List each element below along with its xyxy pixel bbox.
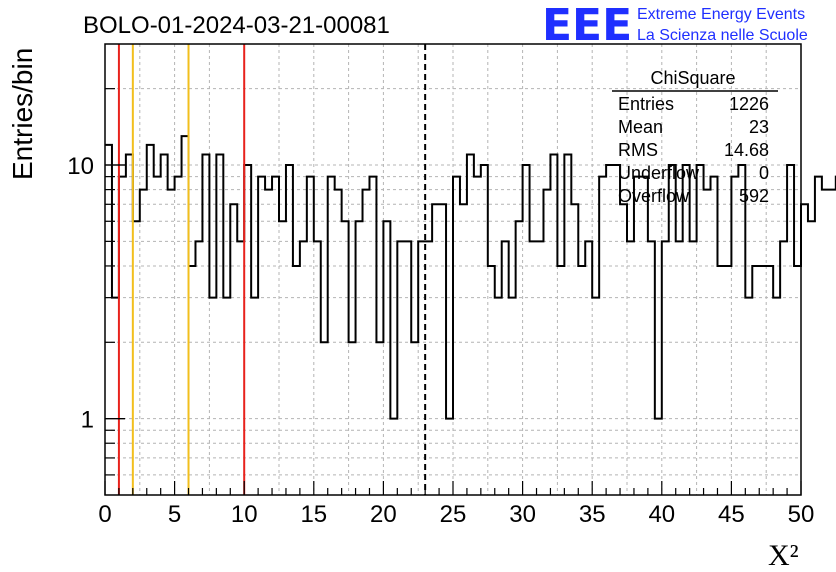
x-axis-title: X² (768, 539, 799, 572)
x-tick-label: 50 (788, 501, 815, 528)
x-tick-label: 40 (648, 501, 675, 528)
y-tick-label: 1 (81, 407, 94, 434)
stats-value-entries: 1226 (729, 94, 769, 114)
eee-logo: EEE Extreme Energy Events La Scienza nel… (542, 0, 808, 51)
stats-box: ChiSquare Entries 1226 Mean 23 RMS 14.68… (612, 68, 778, 206)
stats-label-overflow: Overflow (618, 186, 690, 206)
stats-value-overflow: 592 (739, 186, 769, 206)
x-tick-label: 0 (98, 501, 111, 528)
x-tick-label: 15 (300, 501, 327, 528)
y-tick-labels: 1 10 (67, 153, 94, 434)
stats-label-underflow: Underflow (618, 163, 700, 183)
x-tick-label: 5 (168, 501, 181, 528)
x-tick-label: 35 (579, 501, 606, 528)
chart-title: BOLO-01-2024-03-21-00081 (83, 12, 390, 39)
logo-line1: Extreme Energy Events (637, 6, 805, 23)
x-tick-label: 45 (718, 501, 745, 528)
stats-title: ChiSquare (650, 68, 735, 88)
reference-lines (117, 44, 427, 495)
stats-label-entries: Entries (618, 94, 674, 114)
y-tick-label: 10 (67, 153, 94, 180)
x-tick-label: 10 (231, 501, 258, 528)
y-axis-title: Entries/bin (7, 48, 38, 180)
stats-value-rms: 14.68 (724, 140, 769, 160)
x-tick-label: 25 (440, 501, 467, 528)
axis-ticks (104, 88, 802, 495)
stats-label-rms: RMS (618, 140, 658, 160)
logo-letters: EEE (542, 0, 632, 51)
x-tick-label: 20 (370, 501, 397, 528)
stats-value-mean: 23 (749, 117, 769, 137)
x-tick-label: 30 (509, 501, 536, 528)
logo-line2: La Scienza nelle Scuole (637, 27, 808, 44)
x-tick-labels: 0 5 10 15 20 25 30 35 40 45 50 (98, 501, 814, 528)
stats-value-underflow: 0 (759, 163, 769, 183)
stats-label-mean: Mean (618, 117, 663, 137)
